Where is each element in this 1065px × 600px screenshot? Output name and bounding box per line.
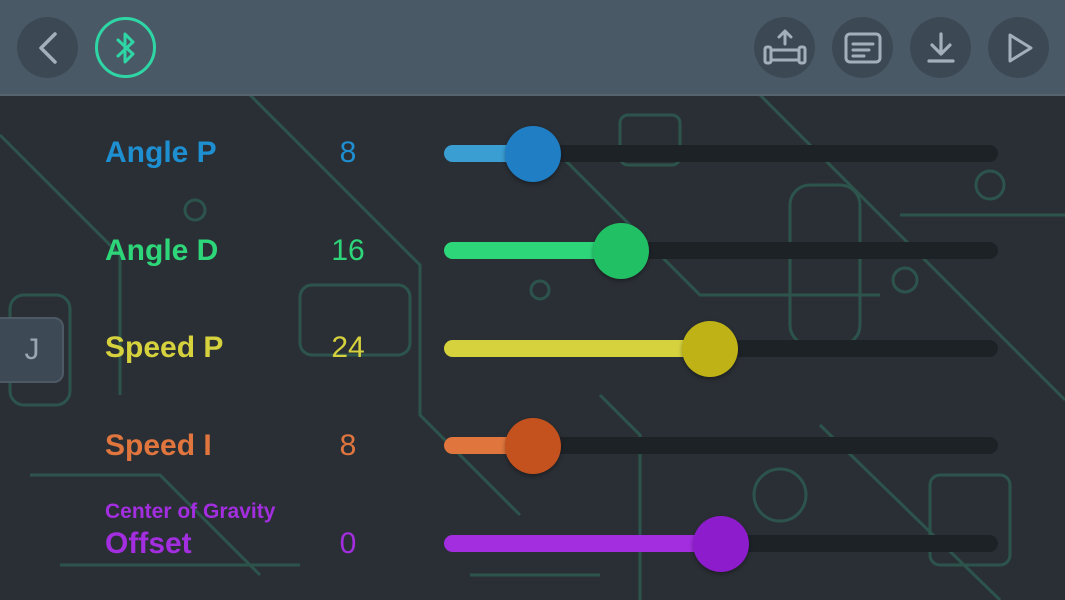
log-button[interactable] bbox=[832, 17, 893, 78]
param-slider[interactable] bbox=[444, 418, 998, 474]
download-button[interactable] bbox=[910, 17, 971, 78]
download-icon bbox=[926, 31, 955, 63]
side-tab-button[interactable]: J bbox=[0, 317, 64, 383]
param-sublabel: Center of Gravity bbox=[105, 500, 276, 523]
slider-thumb[interactable] bbox=[693, 516, 749, 572]
slider-thumb[interactable] bbox=[505, 126, 561, 182]
bluetooth-button[interactable] bbox=[95, 17, 156, 78]
slider-thumb[interactable] bbox=[505, 418, 561, 474]
param-label: Speed P bbox=[105, 331, 224, 364]
top-toolbar bbox=[0, 0, 1065, 96]
bluetooth-icon bbox=[116, 32, 134, 63]
slider-fill bbox=[444, 535, 721, 552]
slider-fill bbox=[444, 340, 710, 357]
param-label: Angle P bbox=[105, 136, 217, 169]
slider-thumb[interactable] bbox=[593, 223, 649, 279]
back-button[interactable] bbox=[17, 17, 78, 78]
side-tab-label: J bbox=[24, 333, 40, 366]
param-value: 24 bbox=[331, 331, 365, 364]
param-value: 0 bbox=[339, 527, 357, 560]
param-slider[interactable] bbox=[444, 321, 998, 377]
param-slider[interactable] bbox=[444, 516, 998, 572]
param-label: Angle D bbox=[105, 234, 219, 267]
param-value: 16 bbox=[331, 234, 365, 267]
param-slider[interactable] bbox=[444, 126, 998, 182]
param-label: Offset bbox=[105, 527, 192, 560]
slider-thumb[interactable] bbox=[682, 321, 738, 377]
param-value: 8 bbox=[339, 429, 357, 462]
robot-upload-icon bbox=[763, 29, 806, 64]
slider-fill bbox=[444, 242, 621, 259]
background-pattern bbox=[0, 95, 1065, 600]
param-slider[interactable] bbox=[444, 223, 998, 279]
param-value: 8 bbox=[339, 136, 357, 169]
upload-robot-button[interactable] bbox=[754, 17, 815, 78]
document-icon bbox=[844, 32, 881, 63]
play-icon bbox=[1008, 33, 1032, 62]
param-label: Speed I bbox=[105, 429, 212, 462]
chevron-left-icon bbox=[38, 31, 57, 64]
play-button[interactable] bbox=[988, 17, 1049, 78]
